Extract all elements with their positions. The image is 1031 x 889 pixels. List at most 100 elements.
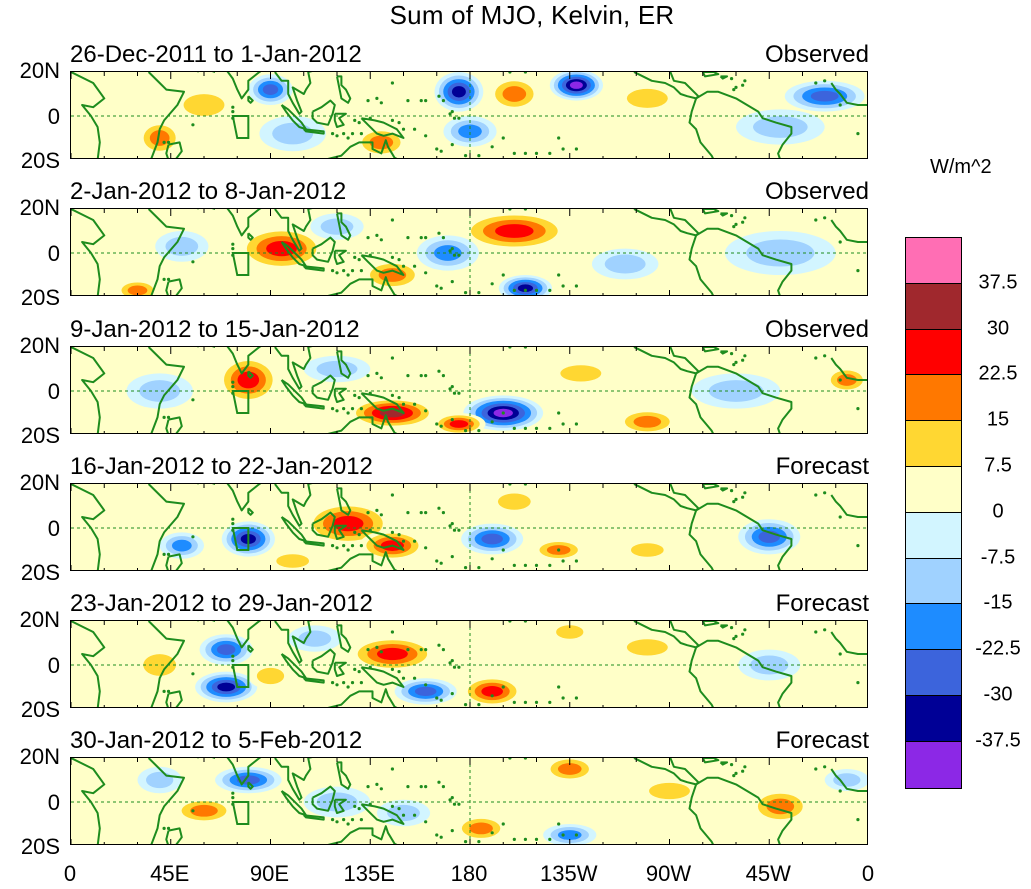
colorbar-swatch — [906, 238, 961, 284]
x-axis-label: 135W — [540, 861, 598, 886]
colorbar-label: 0 — [992, 500, 1004, 523]
colorbar-swatch — [906, 558, 961, 605]
anomaly-blob — [591, 248, 659, 280]
anomaly-blob — [133, 647, 187, 683]
y-axis-label: 0 — [47, 104, 60, 129]
panel-status: Forecast — [775, 727, 869, 754]
y-axis-label: 20S — [20, 423, 60, 448]
colorbar-label: 15 — [986, 408, 1010, 431]
anomaly-blob — [348, 636, 437, 672]
x-axis-label: 45E — [150, 861, 190, 886]
x-axis-label: 135E — [343, 861, 395, 886]
x-axis-label: 45W — [745, 861, 791, 886]
anomaly-blob — [616, 408, 679, 433]
panel-date-range: 26-Dec-2011 to 1-Jan-2012 — [70, 41, 362, 68]
anomaly-map-panel — [70, 346, 868, 434]
anomaly-map-panel — [70, 757, 868, 845]
anomaly-map-panel — [70, 71, 868, 159]
anomaly-blob — [170, 87, 238, 123]
anomaly-blob — [248, 74, 293, 105]
anomaly-blob — [614, 634, 681, 661]
colorbar-label: -30 — [983, 683, 1013, 706]
x-axis-label: 90W — [645, 861, 692, 886]
anomaly-blob — [461, 523, 524, 555]
y-axis-label: 20N — [19, 470, 60, 495]
anomaly-blob — [303, 355, 371, 383]
panel-date-range: 9-Jan-2012 to 15-Jan-2012 — [70, 316, 360, 343]
colorbar-swatch — [906, 283, 961, 330]
colorbar-label: 7.5 — [984, 454, 1012, 477]
panel-status: Observed — [764, 316, 869, 343]
anomaly-blob — [749, 788, 812, 824]
anomaly-blob — [288, 625, 342, 652]
y-axis-label: 0 — [47, 241, 60, 266]
anomaly-blob — [217, 355, 280, 405]
anomaly-blob — [824, 366, 867, 394]
map-ticks — [71, 484, 837, 570]
y-axis-label: 0 — [47, 516, 60, 541]
panel-date-range: 16-Jan-2012 to 22-Jan-2012 — [70, 453, 373, 480]
anomaly-blob — [620, 539, 674, 561]
panel-status: Observed — [764, 41, 869, 68]
anomaly-blob — [115, 279, 160, 295]
colorbar-label: 22.5 — [978, 362, 1018, 385]
y-axis-label: 20S — [20, 697, 60, 722]
map-ticks — [71, 758, 837, 844]
x-axis-label: 90E — [249, 861, 290, 886]
anomaly-blob — [543, 758, 597, 783]
colorbar-swatch — [906, 512, 961, 559]
y-axis-label: 20S — [20, 834, 60, 859]
panel-date-range: 23-Jan-2012 to 29-Jan-2012 — [70, 590, 373, 617]
colorbar-swatch — [906, 695, 961, 742]
anomaly-blob — [248, 662, 293, 690]
anomaly-blob — [199, 634, 253, 665]
coastlines — [71, 209, 867, 295]
y-axis-label: 20S — [20, 148, 60, 173]
anomaly-blob — [614, 83, 681, 114]
map-ticks — [71, 621, 837, 707]
x-axis-label: 180 — [450, 861, 488, 886]
anomaly-blob — [691, 373, 781, 409]
y-axis-label: 0 — [47, 653, 60, 678]
colorbar-swatch — [906, 375, 961, 422]
anomaly-blob — [215, 766, 282, 794]
panel-date-range: 30-Jan-2012 to 5-Feb-2012 — [70, 727, 363, 754]
colorbar-swatch — [906, 466, 961, 513]
y-axis-label: 20N — [19, 333, 60, 358]
panel-status: Forecast — [775, 453, 869, 480]
y-axis-label: 20N — [19, 607, 60, 632]
colorbar-units: W/m^2 — [930, 156, 992, 178]
x-axis-label: 0 — [861, 861, 875, 886]
coastlines — [71, 621, 867, 707]
y-axis-label: 20S — [20, 560, 60, 585]
anomaly-blob — [394, 678, 457, 705]
anomaly-blob — [784, 80, 865, 112]
x-axis-label: 0 — [63, 861, 77, 886]
anomaly-blob — [155, 231, 209, 262]
anomaly-blob — [416, 235, 479, 271]
anomaly-blob — [461, 676, 524, 707]
anomaly-blob — [443, 116, 497, 147]
anomaly-blob — [549, 72, 603, 101]
anomaly-blob — [487, 76, 541, 112]
anomaly-map-panel — [70, 620, 868, 708]
colorbar — [905, 237, 962, 789]
anomaly-blob — [547, 360, 615, 387]
anomaly-map-panel — [70, 483, 868, 571]
map-ticks — [71, 72, 837, 158]
coastlines — [71, 347, 867, 433]
y-axis-label: 20N — [19, 744, 60, 769]
anomaly-blob — [738, 519, 801, 555]
colorbar-swatch — [906, 421, 961, 467]
colorbar-swatch — [906, 650, 961, 696]
anomaly-blob — [137, 120, 182, 156]
colorbar-label: -22.5 — [975, 637, 1021, 660]
anomaly-blob — [736, 109, 825, 145]
y-axis-label: 20S — [20, 285, 60, 310]
coastlines — [71, 484, 867, 570]
anomaly-blob — [543, 824, 597, 844]
panel-status: Observed — [764, 178, 869, 205]
colorbar-swatch — [906, 604, 961, 651]
map-ticks — [71, 347, 837, 433]
anomaly-map-panel — [70, 208, 868, 296]
